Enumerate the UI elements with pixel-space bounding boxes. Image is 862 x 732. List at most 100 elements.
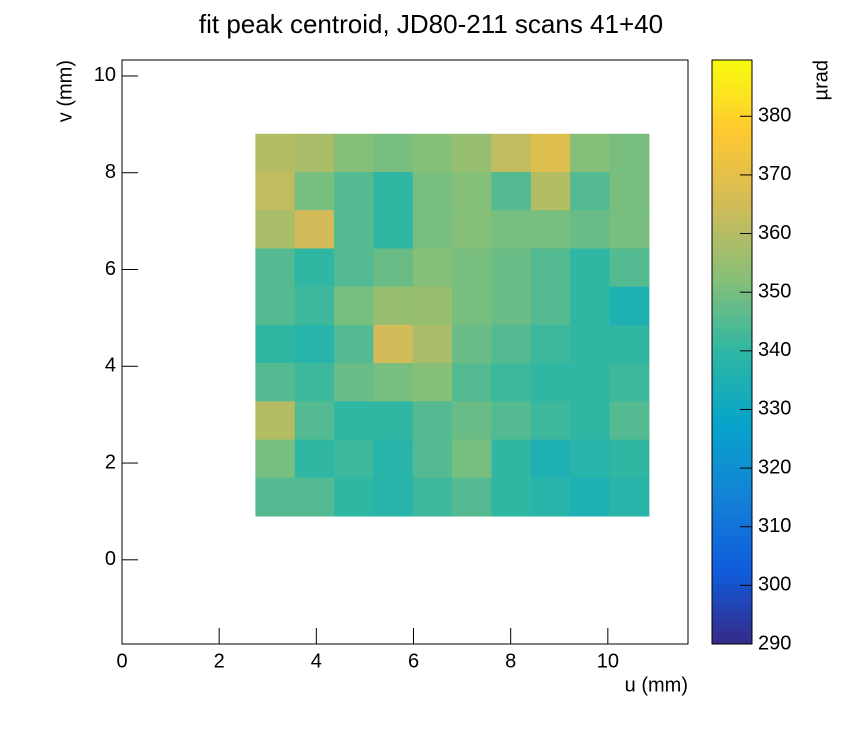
heatmap-cell (412, 324, 453, 364)
colorbar-tick-label: 350 (758, 280, 791, 302)
heatmap-cell (334, 286, 374, 326)
heatmap-cell (294, 248, 335, 288)
heatmap-cell (452, 286, 492, 326)
colorbar-tick-label: 370 (758, 163, 791, 185)
heatmap-cell (255, 133, 296, 173)
colorbar-tick-label: 300 (758, 574, 791, 596)
heatmap-cell (570, 210, 611, 249)
heatmap-cell (412, 439, 453, 479)
heatmap-cell (491, 133, 532, 173)
heatmap-cell (255, 363, 296, 402)
heatmap-cell (412, 172, 453, 211)
heatmap-cell (609, 477, 650, 517)
heatmap-cell (609, 133, 650, 173)
heatmap-cell (255, 286, 296, 326)
heatmap-cell (294, 133, 335, 173)
heatmap-cell (373, 286, 414, 326)
x-tick-label: 6 (408, 650, 419, 672)
x-tick-label: 8 (505, 650, 516, 672)
heatmap-cell (530, 363, 571, 402)
heatmap-cell (412, 477, 453, 517)
heatmap-cell (294, 439, 335, 479)
heatmap-cell (452, 248, 492, 288)
x-tick-label: 0 (116, 650, 127, 672)
heatmap-cell (255, 477, 296, 517)
heatmap-cell (609, 363, 650, 402)
heatmap-cell (373, 133, 414, 173)
heatmap-cell (452, 324, 492, 364)
heatmap-cell (334, 324, 374, 364)
heatmap-cell (491, 286, 532, 326)
colorbar-tick-label: 330 (758, 398, 791, 420)
y-tick-label: 8 (105, 161, 116, 183)
colorbar-tick-label: 290 (758, 632, 791, 654)
heatmap-cell (570, 172, 611, 211)
heatmap-cell (334, 363, 374, 402)
heatmap-cell (609, 439, 650, 479)
heatmap-cell (491, 439, 532, 479)
heatmap-cell (373, 172, 414, 211)
y-tick-label: 2 (105, 451, 116, 473)
heatmap-cell (452, 210, 492, 249)
heatmap-cell (294, 324, 335, 364)
x-tick-label: 4 (311, 650, 322, 672)
heatmap-cell (570, 439, 611, 479)
heatmap-cell (530, 401, 571, 441)
heatmap-cell (530, 210, 571, 249)
heatmap-cell (530, 324, 571, 364)
heatmap-cell (412, 248, 453, 288)
heatmap-cell (255, 401, 296, 441)
heatmap-cell (570, 133, 611, 173)
heatmap-cell (255, 324, 296, 364)
heatmap-cell (530, 286, 571, 326)
heatmap-cell (609, 210, 650, 249)
y-axis-title: v (mm) (54, 60, 76, 122)
heatmap-cell (609, 324, 650, 364)
heatmap-cell (530, 172, 571, 211)
heatmap-cell (452, 477, 492, 517)
colorbar-tick-label: 380 (758, 105, 791, 127)
x-axis-title: u (mm) (625, 674, 688, 696)
heatmap-cell (334, 172, 374, 211)
heatmap-cell (255, 439, 296, 479)
heatmap-cell (334, 248, 374, 288)
heatmap-cell (452, 363, 492, 402)
heatmap-cell (570, 401, 611, 441)
heatmap-cell (491, 172, 532, 211)
heatmap-cell (570, 363, 611, 402)
heatmap-cell (609, 248, 650, 288)
heatmap-cell (412, 210, 453, 249)
x-tick-label: 10 (597, 650, 619, 672)
heatmap-cell (491, 210, 532, 249)
plot-frame (121, 59, 689, 645)
heatmap-cell (255, 210, 296, 249)
y-tick-label: 0 (105, 548, 116, 570)
heatmap-cell (412, 286, 453, 326)
heatmap-cell (373, 477, 414, 517)
y-tick-label: 6 (105, 258, 116, 280)
colorbar-frame (711, 59, 753, 645)
heatmap-cell (491, 324, 532, 364)
heatmap-cell (294, 210, 335, 249)
heatmap-cell (294, 401, 335, 441)
heatmap-cell (530, 248, 571, 288)
colorbar-tick-label: 320 (758, 456, 791, 478)
chart-title: fit peak centroid, JD80-211 scans 41+40 (199, 9, 663, 39)
heatmap-cell (570, 286, 611, 326)
colorbar-tick-label: 340 (758, 339, 791, 361)
heatmap-cell (334, 401, 374, 441)
heatmap-cell (609, 172, 650, 211)
heatmap-cell (452, 439, 492, 479)
heatmap-cell (412, 363, 453, 402)
heatmap-cell (452, 172, 492, 211)
heatmap-cell (373, 210, 414, 249)
heatmap-cell (570, 477, 611, 517)
heatmap-cell (609, 286, 650, 326)
heatmap-cell (530, 133, 571, 173)
colorbar-tick-label: 360 (758, 222, 791, 244)
heatmap-cell (294, 286, 335, 326)
heatmap-cell (373, 248, 414, 288)
heatmap-cell (491, 401, 532, 441)
heatmap-cell (373, 324, 414, 364)
heatmap-cell (294, 477, 335, 517)
